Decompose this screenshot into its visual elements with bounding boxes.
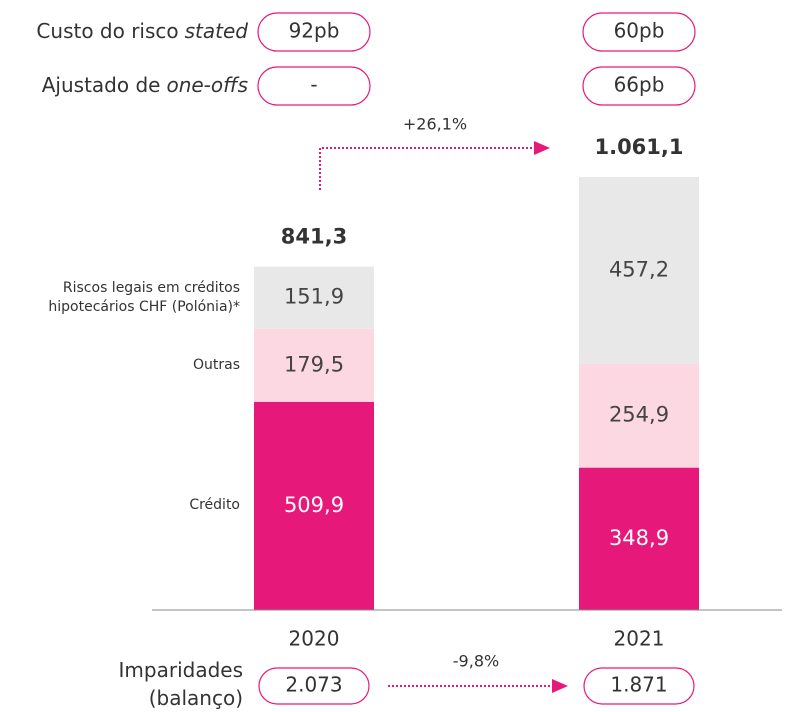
row-label: Ajustado de one-offs: [42, 73, 248, 97]
pill: [582, 12, 696, 52]
pill-value: 60pb: [614, 19, 665, 43]
bar-segment: [254, 266, 374, 329]
arrow-head: [534, 141, 550, 155]
value-label: 254,9: [609, 403, 669, 427]
row-label-text: Custo do risco: [36, 19, 178, 43]
impairments-label: Imparidades (balanço): [118, 658, 243, 710]
bar-segment: [254, 401, 374, 610]
pill: [258, 667, 370, 705]
growth-label: +26,1%: [403, 115, 467, 134]
arrow-head: [552, 679, 568, 693]
pill: [257, 66, 371, 106]
value-label: 151,9: [284, 285, 344, 309]
pill-value: 2.073: [285, 673, 342, 697]
x-tick-label: 2021: [614, 627, 665, 651]
series-label: Outras: [192, 356, 240, 373]
pill-value: 1.871: [610, 673, 667, 697]
row-label-emphasis: stated: [185, 19, 249, 43]
x-tick-label: 2020: [289, 627, 340, 651]
bar-segment: [579, 467, 699, 610]
value-label: 457,2: [609, 257, 669, 281]
row-label-text: Ajustado de: [42, 73, 161, 97]
value-label: 348,9: [609, 526, 669, 550]
series-label: Riscos legais em créditos hipotecários C…: [48, 279, 240, 315]
change-label: -9,8%: [453, 652, 499, 671]
bar-segment: [579, 363, 699, 468]
series-label: Crédito: [189, 497, 240, 514]
pill-value: -: [310, 73, 317, 97]
value-label: 509,9: [284, 493, 344, 517]
pill-value: 92pb: [289, 19, 340, 43]
row-label-emphasis: one-offs: [166, 73, 248, 97]
bar-segment: [254, 328, 374, 402]
value-label: 179,5: [284, 352, 344, 376]
row-label: Custo do risco stated: [36, 19, 248, 43]
total-label: 841,3: [281, 225, 347, 249]
pill: [582, 66, 696, 106]
total-label: 1.061,1: [594, 135, 683, 159]
growth-arrow: [319, 147, 536, 190]
pill: [257, 12, 371, 52]
pill-value: 66pb: [614, 73, 665, 97]
pill: [583, 667, 695, 705]
bar-segment: [579, 177, 699, 364]
